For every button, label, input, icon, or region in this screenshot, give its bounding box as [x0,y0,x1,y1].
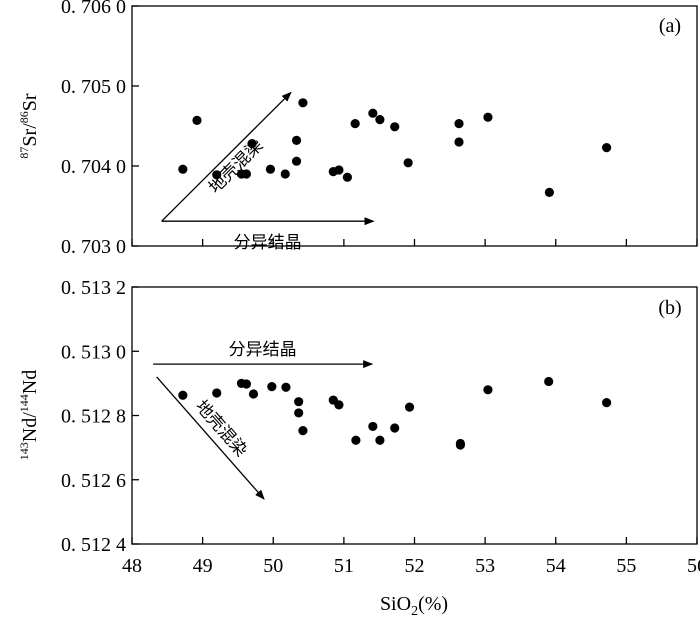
data-point [390,122,400,132]
data-point [544,187,554,197]
plot-frame [131,5,698,247]
data-point [342,172,353,182]
y-axis-title: 143Nd/144Nd [17,370,41,460]
panel-label: (b) [658,297,681,319]
x-axis-title: SiO2(%) [380,593,448,618]
data-point [351,435,361,445]
y-axis-title: 87Sr/86Sr [17,93,41,158]
data-point [544,376,554,387]
data-point [375,435,385,445]
data-point [248,389,259,399]
data-point [403,158,413,168]
data-point [404,402,415,412]
data-point [280,169,290,179]
trend-label: 分异结晶 [229,340,297,360]
data-point [212,170,222,180]
data-point [454,119,464,129]
data-point [294,408,304,418]
data-point [298,425,308,436]
data-point [291,156,302,166]
y-tick-label: 0. 705 0 [61,76,126,98]
data-point [241,169,252,179]
x-tick-label: 50 [263,555,283,577]
y-tick-label: 0. 513 0 [61,341,126,363]
x-axis-tick-labels: 48 49 50 51 52 53 54 55 56 [122,555,700,577]
data-point [178,390,188,400]
trend-label: 地壳混染 [191,397,251,461]
data-point [265,164,276,174]
panel-b-isotope-nd: 0. 512 4 0. 512 6 0. 512 8 0. 513 0 0. 513 2… [17,277,698,556]
data-point [602,143,612,153]
panel-label: (a) [659,15,681,37]
trend-label: 地壳混染 [205,136,267,198]
trend-arrow [161,91,292,222]
data-point [334,400,344,410]
y-tick-label: 0. 513 2 [61,277,126,299]
data-point [178,164,188,174]
data-point [483,385,493,395]
x-tick-label: 48 [122,555,142,577]
data-point [291,135,302,145]
y-tick-label: 0. 512 8 [61,406,126,428]
data-point [298,98,308,108]
x-tick-label: 49 [193,555,213,577]
x-tick-label: 53 [475,555,495,577]
data-point [294,397,304,407]
data-point [267,381,277,392]
x-tick-label: 52 [405,555,425,577]
x-tick-label: 56 [687,555,700,577]
x-tick-label: 54 [546,555,566,577]
data-point [602,398,612,408]
x-tick-label: 55 [616,555,636,577]
y-tick-label: 0. 704 0 [61,156,126,178]
data-point [241,379,252,389]
data-point [334,165,344,175]
x-tick-label: 51 [334,555,354,577]
panel-a-isotope-sr: 0. 703 0 0. 704 0 0. 705 0 0. 706 0 87Sr/86S… [17,0,698,258]
y-tick-label: 0. 706 0 [61,0,126,18]
data-point [281,382,291,392]
data-point [375,115,385,125]
data-point [368,108,378,118]
data-point [212,388,222,398]
data-point [483,112,493,122]
data-point [390,423,400,433]
data-point [350,119,360,129]
data-point [455,440,466,450]
y-tick-label: 0. 512 4 [61,534,126,556]
trend-label: 分异结晶 [234,233,302,253]
data-point [454,137,464,147]
data-point [368,421,378,432]
y-tick-label: 0. 512 6 [61,470,126,492]
trend-arrow [156,376,265,500]
data-point [192,115,202,125]
y-tick-label: 0. 703 0 [61,236,126,258]
data-point [247,139,257,149]
